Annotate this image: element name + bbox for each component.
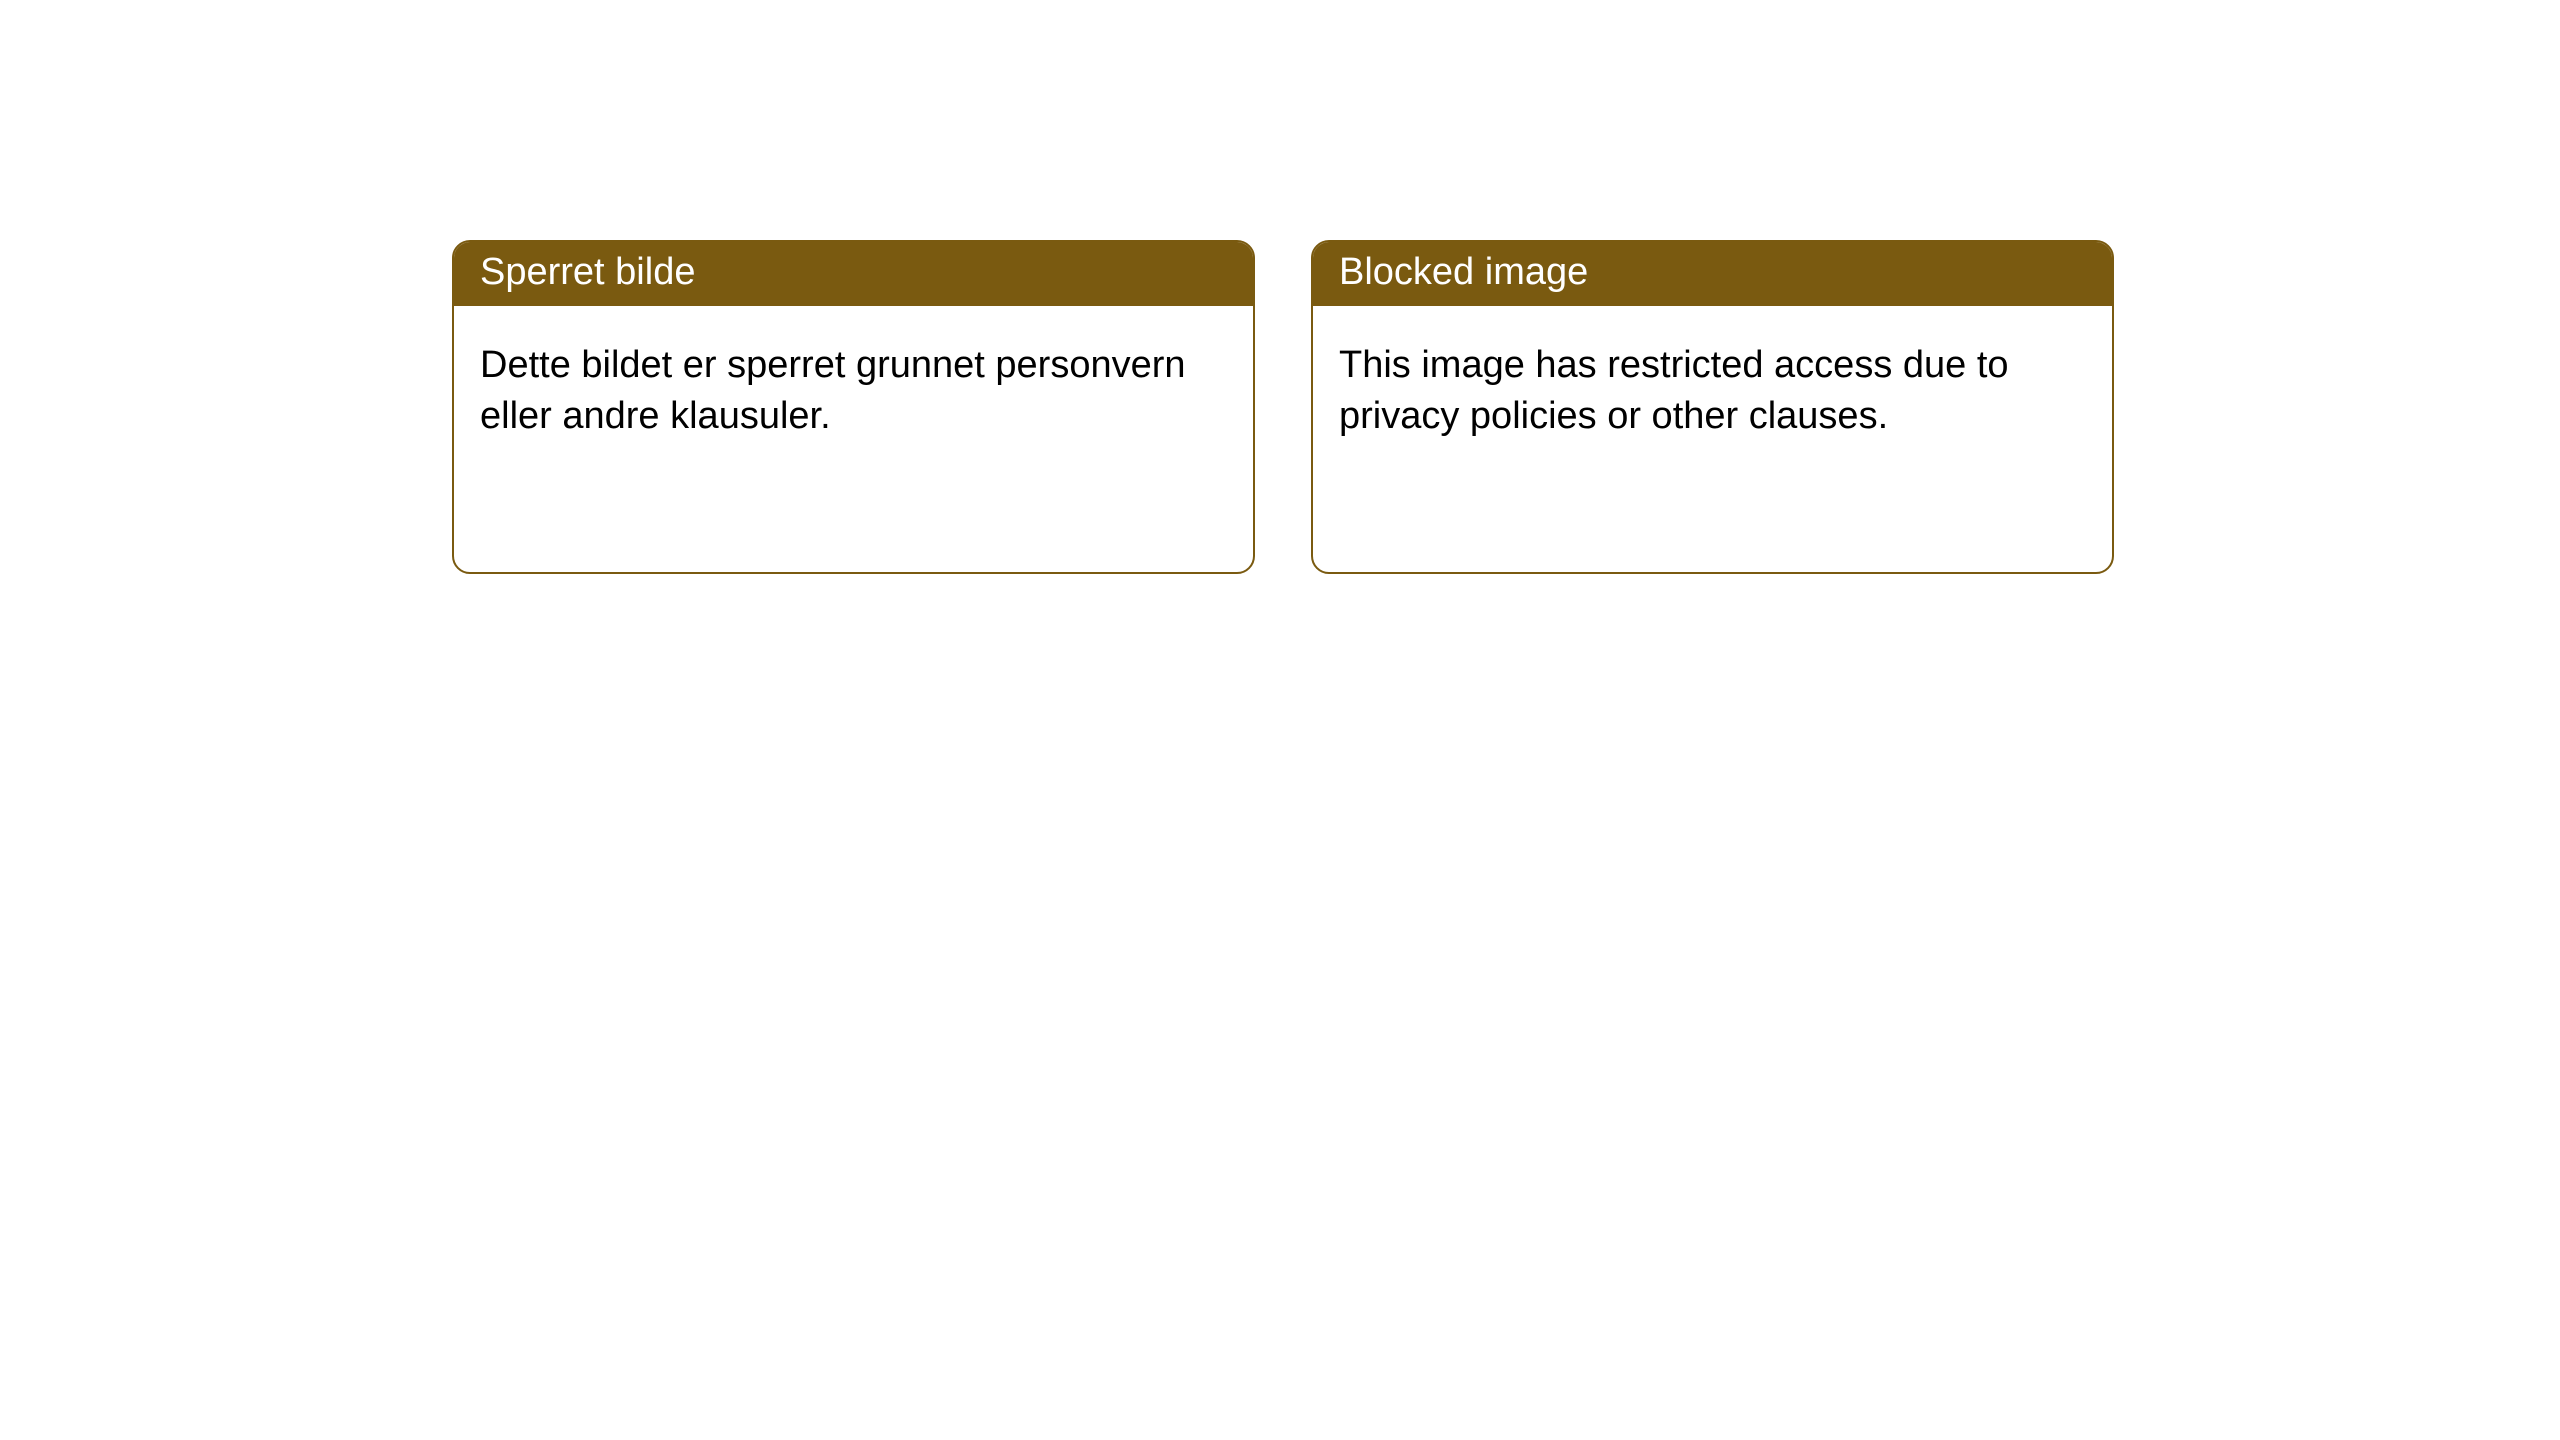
blocked-image-card-no: Sperret bilde Dette bildet er sperret gr… [452, 240, 1255, 574]
blocked-image-card-en: Blocked image This image has restricted … [1311, 240, 2114, 574]
card-title-en: Blocked image [1313, 242, 2112, 306]
card-title-no: Sperret bilde [454, 242, 1253, 306]
card-body-en: This image has restricted access due to … [1313, 306, 2112, 477]
notice-container: Sperret bilde Dette bildet er sperret gr… [0, 0, 2560, 574]
card-body-no: Dette bildet er sperret grunnet personve… [454, 306, 1253, 477]
